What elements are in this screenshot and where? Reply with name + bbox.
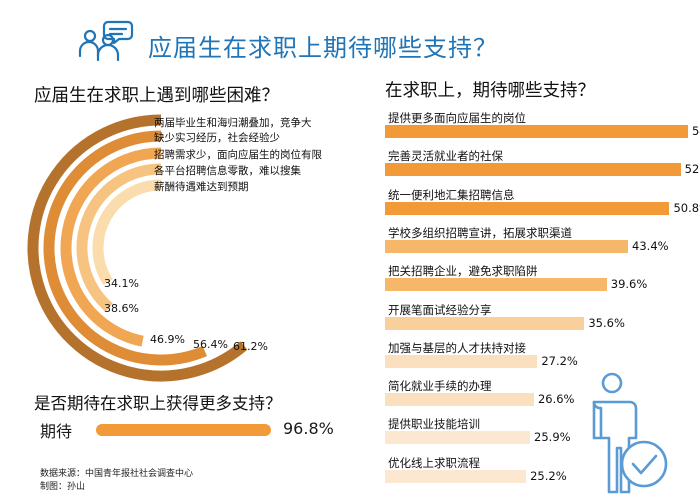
- right-chart-title: 在求职上，期待哪些支持？: [385, 81, 595, 101]
- radial-arc: [43, 130, 207, 366]
- radial-arc: [92, 179, 162, 286]
- bar-value-label: 25.9%: [534, 430, 571, 445]
- bar-rect: [385, 316, 585, 330]
- bottom-chart-title: 是否期待在求职上获得更多支持？: [34, 394, 282, 413]
- radial-value-label: 46.9%: [150, 333, 185, 346]
- arc-label-3: 招聘需求少，面向应届生的岗位有限: [154, 149, 322, 161]
- bar-category-label: 简化就业手续的办理: [388, 379, 492, 394]
- bar-rect: [385, 163, 681, 177]
- bar-category-label: 开展笔面试经验分享: [388, 302, 492, 317]
- bar-value-label: 26.6%: [537, 392, 575, 407]
- bar-rect: [385, 469, 527, 483]
- radial-arc: [60, 147, 162, 347]
- radial-value-label: 56.4%: [193, 338, 228, 351]
- left-chart-title: 应届生在求职上遇到哪些困难？: [34, 86, 279, 106]
- expect-bar: [96, 424, 272, 436]
- arc-label-5: 薪酬待遇难达到预期: [154, 181, 249, 193]
- bar-rect: [385, 201, 670, 215]
- bar-category-label: 完善灵活就业者的社保: [388, 149, 503, 164]
- bar-value-label: 52.8%: [684, 162, 700, 177]
- bar-category-label: 提供更多面向应届生的岗位: [388, 111, 526, 125]
- bar-category-label: 把关招聘企业，避免求职陷阱: [388, 264, 538, 279]
- radial-chart: 61.2% 56.4% 46.9% 38.6% 34.1%: [27, 114, 268, 382]
- bar-category-label: 统一便利地汇集招聘信息: [388, 187, 515, 202]
- radial-arc: [76, 163, 162, 312]
- radial-value-label: 34.1%: [104, 277, 139, 290]
- bar-rect: [385, 278, 607, 292]
- bar-value-label: 43.4%: [632, 238, 669, 253]
- arc-label-2: 缺少实习经历，社会经验少: [154, 132, 280, 144]
- radial-value-label: 38.6%: [104, 302, 139, 315]
- expect-value: 96.8%: [283, 419, 334, 438]
- bar-value-label: 50.8%: [673, 200, 700, 215]
- bar-rect: [385, 239, 629, 253]
- bar-rect: [385, 393, 534, 407]
- people-chat-icon: [78, 20, 134, 62]
- bar-category-label: 优化线上求职流程: [388, 455, 480, 470]
- page-title: 应届生在求职上期待哪些支持？: [148, 34, 498, 62]
- bar-category-label: 提供职业技能培训: [388, 417, 480, 432]
- chart-credit: 制图：孙山: [40, 482, 86, 492]
- bar-value-label: 54.1%: [691, 124, 700, 138]
- data-source: 数据来源：中国青年报社社会调查中心: [40, 469, 194, 479]
- bar-rect: [385, 125, 688, 138]
- bar-value-label: 35.6%: [588, 315, 625, 330]
- arc-label-4: 各平台招聘信息零散，难以搜集: [154, 165, 301, 177]
- bar-value-label: 25.2%: [530, 468, 567, 483]
- person-check-icon: [592, 372, 668, 494]
- bar-value-label: 39.6%: [610, 277, 648, 292]
- arc-label-1: 两届毕业生和海归潮叠加，竞争大: [154, 117, 312, 129]
- radial-value-label: 61.2%: [233, 340, 268, 353]
- bar-category-label: 加强与基层的人才扶持对接: [388, 340, 526, 355]
- bar-category-label: 学校多组织招聘宣讲，拓展求职渠道: [388, 225, 572, 240]
- bar-rect: [385, 354, 538, 368]
- radial-arc: [27, 114, 248, 382]
- bar-value-label: 27.2%: [541, 353, 578, 368]
- expect-label: 期待: [40, 422, 73, 441]
- bar-rect: [385, 431, 531, 445]
